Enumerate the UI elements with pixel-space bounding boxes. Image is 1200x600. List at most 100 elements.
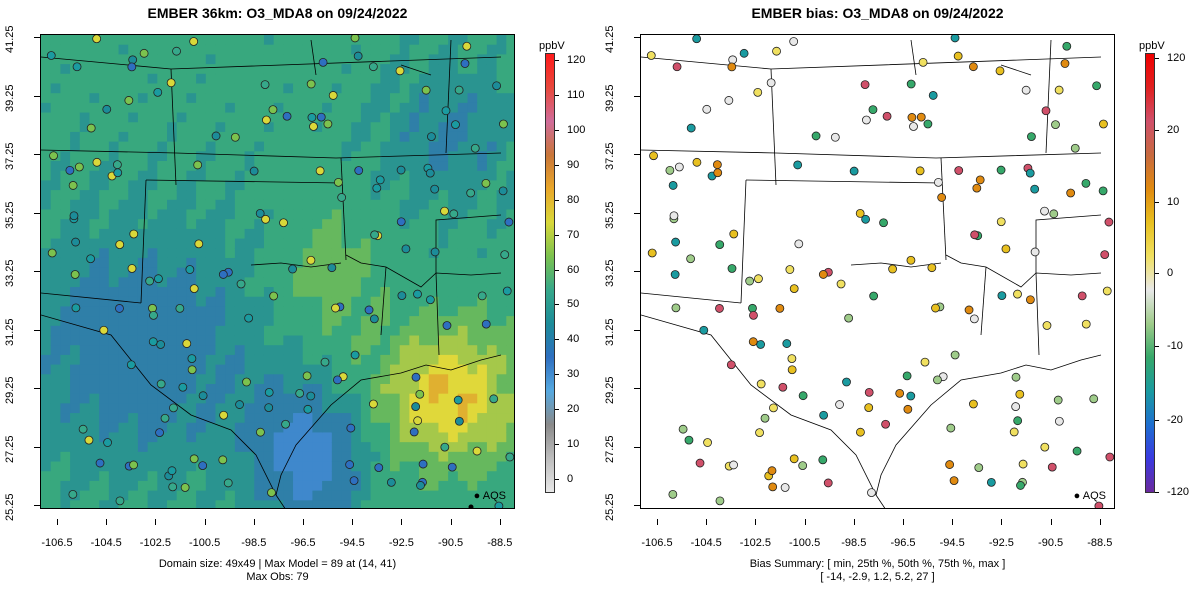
aqs-station-marker[interactable] — [430, 184, 440, 194]
bias-station-marker[interactable] — [1089, 394, 1099, 404]
bias-station-marker[interactable] — [931, 303, 940, 313]
aqs-station-marker[interactable] — [187, 354, 197, 363]
bias-station-marker[interactable] — [882, 111, 892, 121]
bias-station-marker[interactable] — [668, 489, 678, 499]
aqs-station-marker[interactable] — [193, 160, 203, 170]
aqs-station-marker[interactable] — [95, 458, 105, 468]
aqs-station-marker[interactable] — [333, 375, 342, 385]
bias-station-marker[interactable] — [729, 229, 739, 239]
aqs-station-marker[interactable] — [451, 120, 460, 130]
aqs-station-marker[interactable] — [411, 372, 421, 382]
aqs-station-marker[interactable] — [167, 466, 177, 476]
bias-station-marker[interactable] — [1013, 416, 1023, 426]
aqs-station-marker[interactable] — [264, 387, 274, 397]
aqs-station-marker[interactable] — [103, 438, 112, 447]
bias-station-marker[interactable] — [699, 325, 709, 335]
bias-station-marker[interactable] — [739, 48, 749, 58]
bias-station-marker[interactable] — [915, 166, 925, 176]
aqs-station-marker[interactable] — [71, 237, 81, 247]
aqs-station-marker[interactable] — [425, 168, 435, 178]
aqs-station-marker[interactable] — [369, 399, 378, 409]
aqs-station-marker[interactable] — [86, 123, 96, 133]
aqs-station-marker[interactable] — [481, 319, 491, 329]
bias-station-marker[interactable] — [823, 478, 833, 488]
aqs-station-marker[interactable] — [364, 305, 374, 315]
bias-station-marker[interactable] — [997, 291, 1007, 301]
bias-station-marker[interactable] — [1049, 209, 1059, 219]
aqs-station-marker[interactable] — [492, 81, 502, 91]
aqs-station-marker[interactable] — [331, 303, 340, 313]
bias-station-marker[interactable] — [798, 461, 808, 470]
bias-station-marker[interactable] — [745, 276, 755, 286]
bias-station-marker[interactable] — [692, 157, 702, 167]
aqs-station-marker[interactable] — [502, 286, 512, 296]
bias-station-marker[interactable] — [1030, 247, 1040, 257]
bias-station-marker[interactable] — [1104, 217, 1114, 227]
bias-station-marker[interactable] — [1099, 119, 1108, 129]
bias-station-marker[interactable] — [755, 428, 764, 438]
aqs-station-marker[interactable] — [74, 162, 84, 172]
aqs-station-marker[interactable] — [368, 62, 378, 72]
bias-station-marker[interactable] — [1081, 178, 1091, 188]
aqs-station-marker[interactable] — [69, 211, 79, 221]
bias-station-marker[interactable] — [986, 477, 996, 487]
aqs-station-marker[interactable] — [139, 48, 149, 58]
aqs-station-marker[interactable] — [267, 488, 276, 497]
aqs-station-marker[interactable] — [279, 218, 288, 228]
bias-station-marker[interactable] — [674, 162, 684, 172]
bias-station-marker[interactable] — [934, 177, 943, 187]
bias-station-marker[interactable] — [748, 337, 758, 347]
aqs-station-marker[interactable] — [189, 454, 199, 464]
aqs-station-marker[interactable] — [370, 230, 380, 240]
bias-station-marker[interactable] — [789, 37, 799, 46]
bias-station-marker[interactable] — [969, 314, 979, 324]
aqs-station-marker[interactable] — [374, 463, 384, 473]
aqs-station-marker[interactable] — [268, 105, 278, 115]
bias-station-marker[interactable] — [861, 214, 871, 224]
bias-station-marker[interactable] — [864, 387, 874, 397]
bias-station-marker[interactable] — [1013, 289, 1022, 299]
bias-station-marker[interactable] — [968, 62, 978, 72]
bias-station-marker[interactable] — [715, 496, 725, 506]
aqs-station-marker[interactable] — [249, 166, 259, 176]
bias-station-marker[interactable] — [649, 151, 658, 161]
aqs-station-marker[interactable] — [498, 186, 508, 196]
bias-station-marker[interactable] — [724, 96, 734, 105]
bias-station-marker[interactable] — [727, 264, 737, 273]
aqs-station-marker[interactable] — [353, 51, 363, 61]
bias-station-marker[interactable] — [646, 51, 656, 60]
aqs-station-marker[interactable] — [500, 250, 510, 260]
bias-station-marker[interactable] — [695, 458, 705, 468]
aqs-station-marker[interactable] — [112, 160, 122, 170]
bias-station-marker[interactable] — [1077, 291, 1087, 301]
bias-station-marker[interactable] — [787, 354, 797, 363]
aqs-station-marker[interactable] — [477, 291, 487, 301]
aqs-station-marker[interactable] — [92, 35, 102, 44]
bias-station-marker[interactable] — [995, 66, 1005, 76]
aqs-station-marker[interactable] — [449, 209, 459, 219]
aqs-station-marker[interactable] — [328, 91, 338, 100]
aqs-station-marker[interactable] — [316, 112, 326, 122]
bias-station-marker[interactable] — [1009, 427, 1019, 437]
bias-station-marker[interactable] — [1102, 286, 1112, 296]
aqs-station-marker[interactable] — [318, 57, 328, 67]
aqs-station-marker[interactable] — [269, 291, 279, 301]
aqs-station-marker[interactable] — [281, 419, 290, 429]
bias-station-marker[interactable] — [849, 166, 859, 176]
bias-station-marker[interactable] — [818, 455, 828, 465]
aqs-station-marker[interactable] — [307, 113, 317, 122]
bias-station-marker[interactable] — [1062, 41, 1072, 51]
aqs-station-marker[interactable] — [395, 66, 405, 76]
bias-station-marker[interactable] — [945, 460, 955, 469]
bias-station-marker[interactable] — [727, 62, 737, 72]
bias-station-marker[interactable] — [671, 303, 681, 313]
aqs-station-marker[interactable] — [126, 360, 136, 370]
bias-station-marker[interactable] — [949, 476, 959, 486]
aqs-station-marker[interactable] — [70, 270, 80, 279]
bias-station-marker[interactable] — [969, 399, 978, 409]
aqs-station-marker[interactable] — [180, 483, 190, 492]
aqs-station-marker[interactable] — [244, 313, 254, 323]
aqs-station-marker[interactable] — [440, 442, 450, 452]
bias-station-marker[interactable] — [996, 217, 1006, 227]
bias-station-marker[interactable] — [782, 339, 792, 348]
